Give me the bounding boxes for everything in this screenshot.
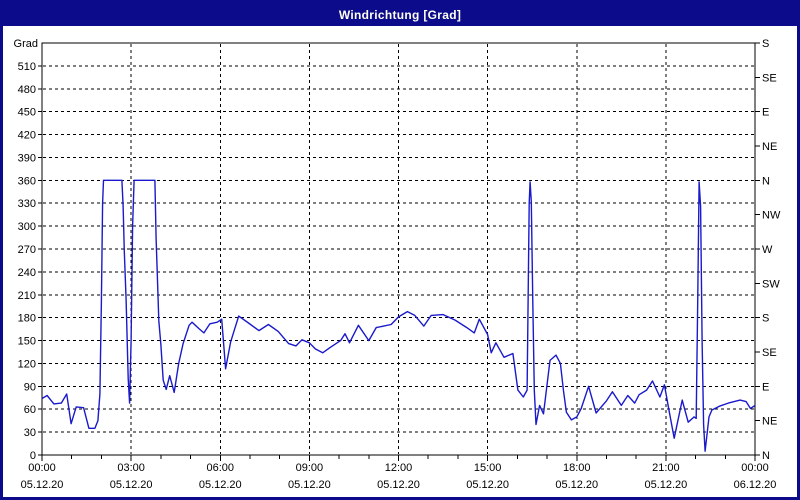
- y-right-tick-label: NE: [762, 416, 777, 428]
- y-left-tick-label: 330: [18, 198, 36, 210]
- x-tick-time-label: 15:00: [474, 462, 502, 474]
- y-left-tick-label: 390: [18, 152, 36, 164]
- y-right-tick-label: SE: [762, 72, 777, 84]
- y-left-tick-label: 480: [18, 84, 36, 96]
- x-tick-date-label: 05.12.20: [377, 479, 420, 491]
- y-axis-unit-label: Grad: [14, 38, 38, 50]
- x-tick-time-label: 00:00: [741, 462, 769, 474]
- chart-area: 0 30 60 90 120 150 180 210 240 270 300 330 360 390 420…: [3, 26, 797, 497]
- y-axis-left: 0 30 60 90 120 150 180 210 240 270 300 330 360 390 420…: [14, 38, 42, 462]
- y-right-tick-label: NE: [762, 141, 777, 153]
- y-right-tick-label: N: [762, 175, 770, 187]
- y-left-tick-label: 30: [24, 427, 36, 439]
- x-tick-date-label: 05.12.20: [110, 479, 153, 491]
- y-left-tick-label: 450: [18, 107, 36, 119]
- y-left-tick-label: 270: [18, 244, 36, 256]
- x-tick-time-label: 09:00: [296, 462, 324, 474]
- y-left-tick-label: 240: [18, 267, 36, 279]
- y-right-tick-label: E: [762, 381, 769, 393]
- y-left-tick-label: 180: [18, 313, 36, 325]
- x-tick-date-label: 06.12.20: [734, 479, 777, 491]
- y-left-tick-label: 0: [30, 450, 36, 462]
- x-tick-time-label: 21:00: [652, 462, 680, 474]
- y-right-tick-label: S: [762, 38, 769, 50]
- y-left-tick-label: 90: [24, 381, 36, 393]
- y-left-tick-label: 510: [18, 61, 36, 73]
- y-right-tick-label: NW: [762, 210, 781, 222]
- y-left-tick-label: 120: [18, 358, 36, 370]
- x-axis: 00:00 05.12.20 03:00 05.12.20 06:00 05.12.20 0…: [21, 455, 777, 491]
- grid-lines: [43, 44, 754, 454]
- window-title: Windrichtung [Grad]: [338, 7, 462, 22]
- y-right-tick-label: W: [762, 244, 773, 256]
- x-tick-date-label: 05.12.20: [21, 479, 64, 491]
- x-tick-time-label: 06:00: [206, 462, 234, 474]
- y-right-tick-label: N: [762, 450, 770, 462]
- x-tick-date-label: 05.12.20: [644, 479, 687, 491]
- x-tick-date-label: 05.12.20: [555, 479, 598, 491]
- y-axis-right: N NE E SE S SW W NW N NE E SE S: [755, 38, 781, 462]
- y-left-tick-label: 210: [18, 290, 36, 302]
- x-tick-date-label: 05.12.20: [466, 479, 509, 491]
- wind-direction-chart: 0 30 60 90 120 150 180 210 240 270 300 330 360 390 420…: [14, 38, 781, 491]
- y-left-tick-label: 360: [18, 175, 36, 187]
- y-right-tick-label: S: [762, 313, 769, 325]
- x-tick-date-label: 05.12.20: [288, 479, 331, 491]
- title-bar: Windrichtung [Grad]: [3, 3, 797, 26]
- x-tick-time-label: 12:00: [385, 462, 413, 474]
- series-line-windrichtung: [41, 179, 756, 452]
- y-left-tick-label: 420: [18, 130, 36, 142]
- x-tick-time-label: 18:00: [563, 462, 591, 474]
- y-left-tick-label: 60: [24, 404, 36, 416]
- y-left-tick-label: 300: [18, 221, 36, 233]
- x-tick-time-label: 03:00: [117, 462, 145, 474]
- x-tick-time-label: 00:00: [28, 462, 56, 474]
- x-tick-date-label: 05.12.20: [199, 479, 242, 491]
- y-right-tick-label: SE: [762, 347, 777, 359]
- y-right-tick-label: SW: [762, 278, 780, 290]
- y-left-tick-label: 150: [18, 336, 36, 348]
- y-right-tick-label: E: [762, 107, 769, 119]
